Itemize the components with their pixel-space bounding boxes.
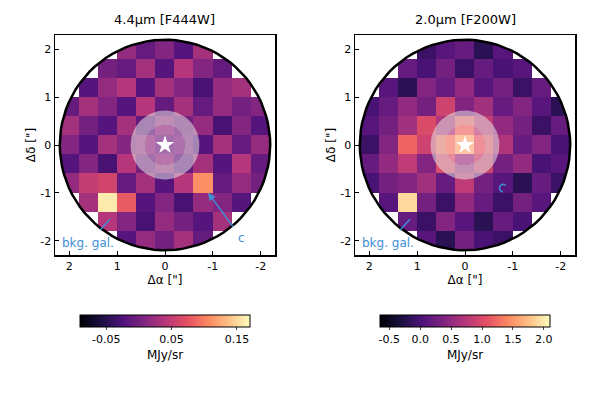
svg-text:MJy/sr: MJy/sr [147,348,183,362]
svg-text:-1: -1 [207,260,218,273]
svg-text:2: 2 [366,260,373,273]
svg-text:1: 1 [44,91,51,104]
svg-text:-1: -1 [340,187,351,200]
svg-text:1: 1 [414,260,421,273]
svg-text:0: 0 [44,139,51,152]
svg-text:0: 0 [344,139,351,152]
svg-text:2: 2 [66,260,73,273]
svg-text:0.5: 0.5 [442,333,460,346]
svg-text:2.0μm [F200W]: 2.0μm [F200W] [415,12,516,27]
svg-text:-1: -1 [507,260,518,273]
svg-text:2.0: 2.0 [535,333,553,346]
svg-text:Δα ["]: Δα ["] [448,273,483,287]
svg-text:2: 2 [344,43,351,56]
svg-text:Δδ ["]: Δδ ["] [324,128,338,162]
svg-text:0.15: 0.15 [225,333,250,346]
svg-text:MJy/sr: MJy/sr [447,348,483,362]
svg-text:-0.05: -0.05 [92,333,120,346]
svg-text:4.4μm [F444W]: 4.4μm [F444W] [114,12,215,27]
svg-text:-2: -2 [340,235,351,248]
svg-text:-2: -2 [555,260,566,273]
svg-text:1.5: 1.5 [504,333,522,346]
svg-text:bkg. gal.: bkg. gal. [362,236,414,250]
svg-text:0: 0 [462,260,469,273]
svg-text:1.0: 1.0 [473,333,491,346]
svg-text:c: c [238,231,245,245]
svg-text:Δα ["]: Δα ["] [148,273,183,287]
svg-text:0.05: 0.05 [159,333,184,346]
svg-text:0.0: 0.0 [411,333,429,346]
svg-text:-2: -2 [40,235,51,248]
svg-text:1: 1 [114,260,121,273]
svg-text:-2: -2 [255,260,266,273]
svg-text:Δδ ["]: Δδ ["] [24,128,38,162]
svg-text:1: 1 [344,91,351,104]
svg-text:2: 2 [44,43,51,56]
svg-text:-0.5: -0.5 [379,333,400,346]
svg-text:0: 0 [162,260,169,273]
svg-text:-1: -1 [40,187,51,200]
svg-text:bkg. gal.: bkg. gal. [62,236,114,250]
